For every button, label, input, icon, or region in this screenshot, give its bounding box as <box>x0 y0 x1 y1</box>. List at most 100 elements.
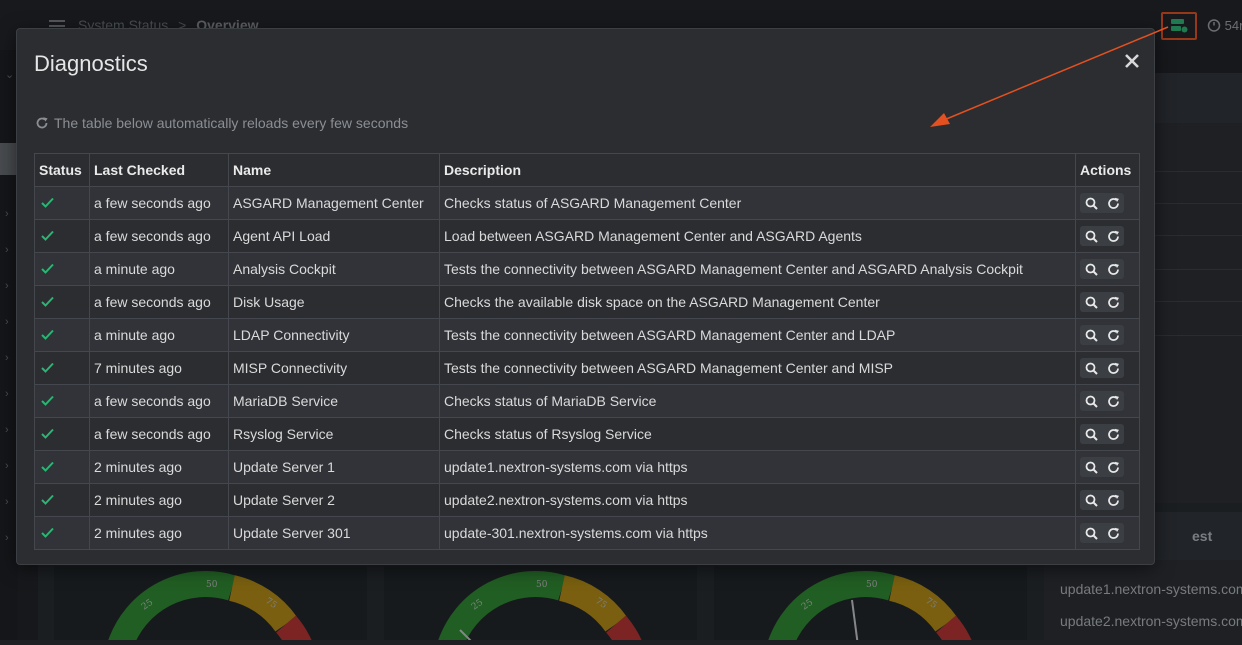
refresh-icon <box>1107 527 1119 539</box>
last-checked-cell: a minute ago <box>89 318 229 352</box>
column-header-name[interactable]: Name <box>228 153 440 187</box>
chevron-right-icon[interactable]: › <box>5 424 9 436</box>
last-checked-cell: a minute ago <box>89 252 229 286</box>
rerun-button[interactable] <box>1106 262 1120 276</box>
actions-cell <box>1075 483 1140 517</box>
rerun-button[interactable] <box>1106 328 1120 342</box>
chevron-down-icon[interactable]: ⌄ <box>5 69 15 81</box>
refresh-icon <box>1107 263 1119 275</box>
refresh-icon <box>1107 428 1119 440</box>
name-cell: Disk Usage <box>228 285 440 319</box>
table-row: a minute ago Analysis Cockpit Tests the co… <box>34 252 1140 286</box>
last-checked-cell: a few seconds ago <box>89 186 229 220</box>
rerun-button[interactable] <box>1106 460 1120 474</box>
reload-icon <box>36 117 48 129</box>
sidebar-selected-item[interactable] <box>0 143 17 175</box>
chevron-right-icon[interactable]: › <box>5 244 9 256</box>
actions-cell <box>1075 351 1140 385</box>
list-item: update2.nextron-systems.com <box>1060 613 1242 629</box>
close-button[interactable] <box>1121 50 1143 72</box>
rerun-button[interactable] <box>1106 361 1120 375</box>
check-icon <box>41 395 54 406</box>
inspect-button[interactable] <box>1084 262 1098 276</box>
action-group <box>1080 523 1124 543</box>
status-cell <box>34 384 90 418</box>
inspect-button[interactable] <box>1084 427 1098 441</box>
last-checked-cell: a few seconds ago <box>89 384 229 418</box>
search-icon <box>1085 494 1098 507</box>
name-cell: Update Server 301 <box>228 516 440 550</box>
inspect-button[interactable] <box>1084 361 1098 375</box>
search-icon <box>1085 296 1098 309</box>
chevron-right-icon[interactable]: › <box>5 460 9 472</box>
timer-icon <box>1207 19 1221 32</box>
last-checked-cell: 2 minutes ago <box>89 450 229 484</box>
action-group <box>1080 292 1124 312</box>
list-item: update1.nextron-systems.com <box>1060 581 1242 597</box>
rerun-button[interactable] <box>1106 526 1120 540</box>
action-group <box>1080 424 1124 444</box>
auto-reload-notice: The table below automatically reloads ev… <box>35 115 408 131</box>
rerun-button[interactable] <box>1106 427 1120 441</box>
chevron-right-icon[interactable]: › <box>5 316 9 328</box>
rerun-button[interactable] <box>1106 493 1120 507</box>
actions-cell <box>1075 516 1140 550</box>
table-header-row: Status Last Checked Name Description Act… <box>34 153 1140 187</box>
check-icon <box>41 230 54 241</box>
rerun-button[interactable] <box>1106 295 1120 309</box>
chevron-right-icon[interactable]: › <box>5 208 9 220</box>
sidebar: ⌄ › › › › › › › › › › <box>0 50 18 640</box>
inspect-button[interactable] <box>1084 526 1098 540</box>
rerun-button[interactable] <box>1106 394 1120 408</box>
status-cell <box>34 516 90 550</box>
search-icon <box>1085 461 1098 474</box>
check-icon <box>41 197 54 208</box>
action-group <box>1080 226 1124 246</box>
description-cell: Tests the connectivity between ASGARD Ma… <box>439 252 1076 286</box>
gauge-chart: 25 50 75 <box>107 571 312 645</box>
description-cell: Checks status of ASGARD Management Cente… <box>439 186 1076 220</box>
table-row: a minute ago LDAP Connectivity Tests the c… <box>34 318 1140 352</box>
inspect-button[interactable] <box>1084 460 1098 474</box>
chevron-right-icon[interactable]: › <box>5 352 9 364</box>
chevron-right-icon[interactable]: › <box>5 496 9 508</box>
inspect-button[interactable] <box>1084 493 1098 507</box>
inspect-button[interactable] <box>1084 295 1098 309</box>
inspect-button[interactable] <box>1084 229 1098 243</box>
chevron-right-icon[interactable]: › <box>5 280 9 292</box>
gauge-tick-label: 50 <box>866 580 878 590</box>
diagnostics-modal: Diagnostics The table below automaticall… <box>16 28 1155 565</box>
action-group <box>1080 325 1124 345</box>
panel-header: est <box>1192 528 1213 544</box>
status-cell <box>34 285 90 319</box>
inspect-button[interactable] <box>1084 328 1098 342</box>
actions-cell <box>1075 450 1140 484</box>
description-cell: update2.nextron-systems.com via https <box>439 483 1076 517</box>
inspect-button[interactable] <box>1084 394 1098 408</box>
rerun-button[interactable] <box>1106 196 1120 210</box>
diagnostics-button[interactable] <box>1161 12 1197 40</box>
actions-cell <box>1075 318 1140 352</box>
status-cell <box>34 318 90 352</box>
status-cell <box>34 483 90 517</box>
server-status-icon <box>1171 19 1188 33</box>
rerun-button[interactable] <box>1106 229 1120 243</box>
chevron-right-icon[interactable]: › <box>5 532 9 544</box>
column-header-last-checked[interactable]: Last Checked <box>89 153 229 187</box>
description-cell: Tests the connectivity between ASGARD Ma… <box>439 351 1076 385</box>
status-cell <box>34 186 90 220</box>
auto-refresh-control[interactable]: 54r <box>1207 18 1242 33</box>
check-icon <box>41 263 54 274</box>
column-header-description[interactable]: Description <box>439 153 1076 187</box>
refresh-icon <box>1107 230 1119 242</box>
description-cell: Checks the available disk space on the A… <box>439 285 1076 319</box>
refresh-icon <box>1107 329 1119 341</box>
chevron-right-icon[interactable]: › <box>5 388 9 400</box>
refresh-icon <box>1107 461 1119 473</box>
column-header-status[interactable]: Status <box>34 153 90 187</box>
search-icon <box>1085 329 1098 342</box>
last-checked-cell: 7 minutes ago <box>89 351 229 385</box>
action-group <box>1080 193 1124 213</box>
search-icon <box>1085 527 1098 540</box>
inspect-button[interactable] <box>1084 196 1098 210</box>
